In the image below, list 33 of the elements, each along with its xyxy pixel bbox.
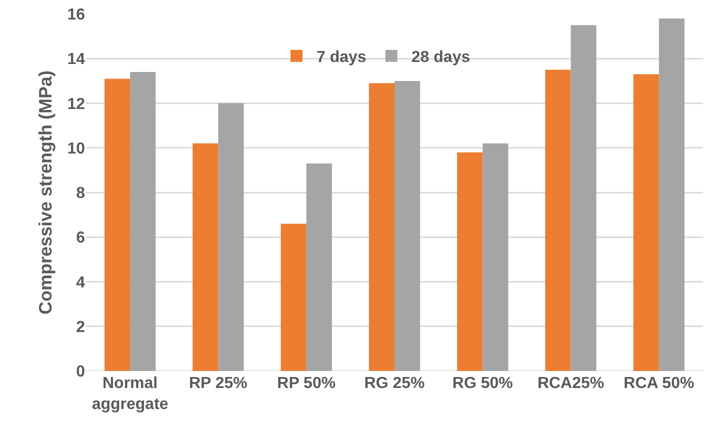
bar [482,143,508,371]
y-tick-label: 16 [67,6,86,24]
bar [633,74,659,371]
y-tick-label: 4 [76,274,86,292]
x-tick-label: RP 25% [189,375,248,392]
x-tick-label: RCA25% [537,375,604,392]
bar [104,78,130,371]
x-tick-label: RP 50% [277,375,336,392]
y-tick-label: 10 [67,140,86,158]
y-axis-title: Compressive strength (MPa) [35,70,56,315]
legend-label: 28 days [411,49,470,66]
x-tick-label: RG 50% [452,375,513,392]
bar [192,143,218,371]
bar [130,72,156,371]
bar [280,224,306,371]
x-tick-label: Normal aggregate [92,375,168,413]
bar [306,163,332,371]
y-tick-label: 12 [67,96,86,113]
bar [545,70,571,371]
y-tick-label: 8 [76,185,86,202]
x-tick-label: RCA 50% [624,375,694,392]
bar [368,83,394,371]
bar [570,25,596,371]
bar [658,18,684,371]
bar [457,152,483,371]
bar [218,103,244,371]
legend-label: 7 days [316,49,366,66]
y-tick-label: 6 [76,230,86,247]
y-tick-label: 14 [67,51,86,68]
y-tick-label: 2 [76,318,86,336]
y-tick-label: 0 [76,364,86,381]
x-tick-label: RG 25% [364,375,425,392]
bar [394,80,420,371]
